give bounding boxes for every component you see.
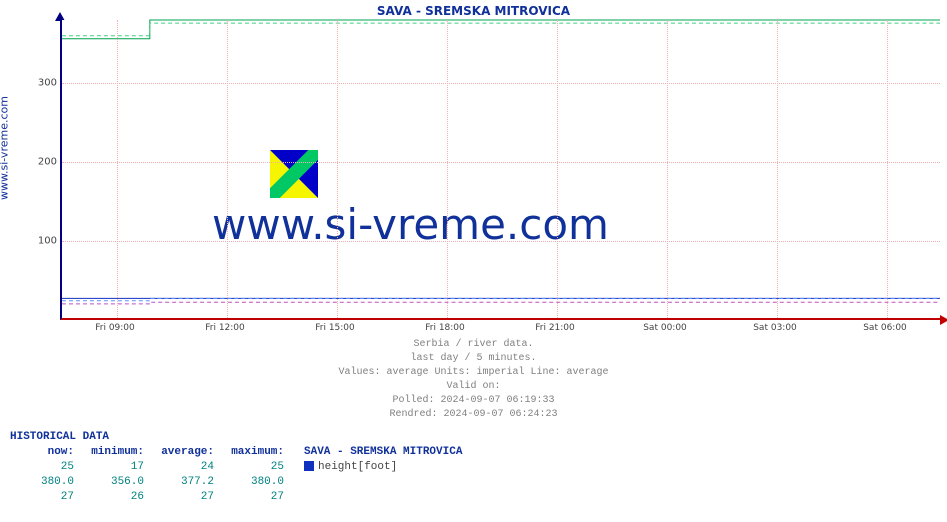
table-cell: 24 — [150, 460, 220, 475]
y-tick-label: 200 — [17, 157, 57, 168]
table-row-label — [290, 490, 468, 505]
table-cell: 25 — [10, 460, 80, 475]
gridline-v — [557, 20, 558, 318]
x-tick-label: Fri 09:00 — [95, 323, 135, 333]
gridline-v — [227, 20, 228, 318]
table-header-cell: minimum: — [80, 445, 150, 460]
series-height_foot_minmax — [62, 298, 940, 300]
table-series-label: SAVA - SREMSKA MITROVICA — [290, 445, 468, 460]
table-cell: 380.0 — [10, 475, 80, 490]
series-series2_band — [62, 23, 940, 36]
plot-area: www.si-vreme.com — [60, 20, 940, 320]
table-row: 25172425height[foot] — [10, 460, 468, 475]
table-cell: 380.0 — [220, 475, 290, 490]
chart-caption: Serbia / river data.last day / 5 minutes… — [0, 338, 947, 422]
caption-line: Rendred: 2024-09-07 06:24:23 — [0, 408, 947, 422]
table-header-row: now:minimum:average:maximum:SAVA - SREMS… — [10, 445, 468, 460]
series-series2_avg — [62, 20, 940, 39]
table-cell: 27 — [220, 490, 290, 505]
gridline-v — [777, 20, 778, 318]
caption-line: Values: average Units: imperial Line: av… — [0, 366, 947, 380]
y-tick-label: 100 — [17, 236, 57, 247]
table-row-label: height[foot] — [290, 460, 468, 475]
y-axis-label: www.si-vreme.com — [0, 96, 11, 200]
table-row-label — [290, 475, 468, 490]
gridline-h — [62, 83, 940, 84]
gridline-v — [887, 20, 888, 318]
historical-title: HISTORICAL DATA — [10, 430, 937, 445]
table-cell: 377.2 — [150, 475, 220, 490]
x-axis-arrow — [940, 315, 947, 325]
gridline-h — [62, 241, 940, 242]
gridline-h — [62, 162, 940, 163]
caption-line: last day / 5 minutes. — [0, 352, 947, 366]
historical-table: now:minimum:average:maximum:SAVA - SREMS… — [10, 445, 468, 505]
table-cell: 27 — [10, 490, 80, 505]
table-header-cell: average: — [150, 445, 220, 460]
table-header-cell: maximum: — [220, 445, 290, 460]
series-svg — [62, 20, 940, 318]
x-tick-label: Sat 06:00 — [863, 323, 907, 333]
historical-data-block: HISTORICAL DATA now:minimum:average:maxi… — [10, 430, 937, 505]
watermark-logo — [270, 150, 318, 198]
x-tick-label: Fri 15:00 — [315, 323, 355, 333]
table-cell: 356.0 — [80, 475, 150, 490]
x-tick-label: Sat 00:00 — [643, 323, 687, 333]
table-cell: 25 — [220, 460, 290, 475]
caption-line: Polled: 2024-09-07 06:19:33 — [0, 394, 947, 408]
legend-marker — [304, 461, 314, 471]
watermark-logo-diag — [270, 150, 318, 198]
chart-container: SAVA - SREMSKA MITROVICA www.si-vreme.co… — [0, 0, 947, 415]
x-tick-label: Fri 18:00 — [425, 323, 465, 333]
x-tick-label: Fri 21:00 — [535, 323, 575, 333]
gridline-v — [447, 20, 448, 318]
table-row: 27262727 — [10, 490, 468, 505]
gridline-v — [667, 20, 668, 318]
table-cell: 27 — [150, 490, 220, 505]
y-tick-label: 300 — [17, 78, 57, 89]
chart-title: SAVA - SREMSKA MITROVICA — [0, 4, 947, 18]
series-height_foot_min2 — [62, 302, 940, 304]
table-row: 380.0356.0377.2380.0 — [10, 475, 468, 490]
caption-line: Valid on: — [0, 380, 947, 394]
x-tick-label: Fri 12:00 — [205, 323, 245, 333]
x-tick-label: Sat 03:00 — [753, 323, 797, 333]
table-cell: 17 — [80, 460, 150, 475]
table-cell: 26 — [80, 490, 150, 505]
gridline-v — [117, 20, 118, 318]
table-header-cell: now: — [10, 445, 80, 460]
gridline-v — [337, 20, 338, 318]
caption-line: Serbia / river data. — [0, 338, 947, 352]
